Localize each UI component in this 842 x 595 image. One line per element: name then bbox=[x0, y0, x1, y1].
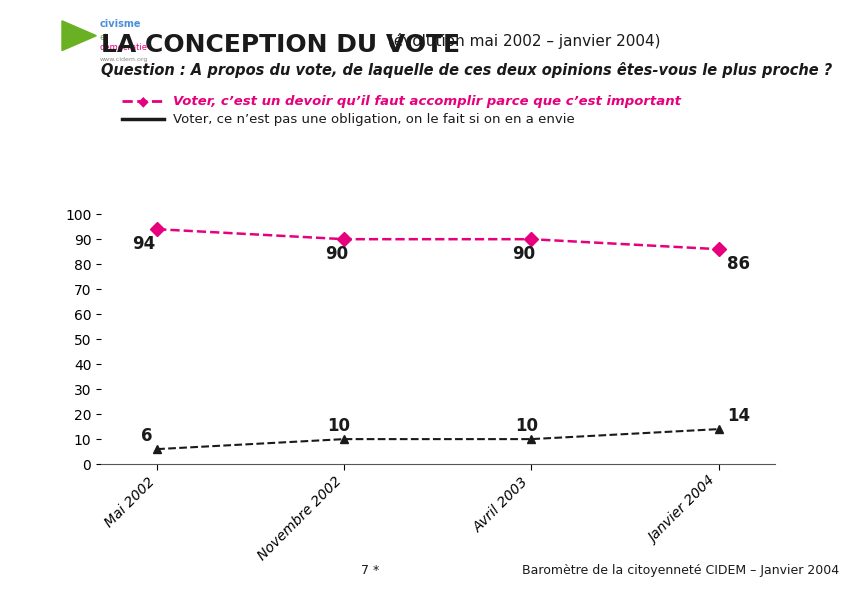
Text: 90: 90 bbox=[512, 245, 535, 262]
Text: et: et bbox=[99, 33, 108, 42]
Text: Voter, ce n’est pas une obligation, on le fait si on en a envie: Voter, ce n’est pas une obligation, on l… bbox=[173, 112, 574, 126]
Text: www.cidem.org: www.cidem.org bbox=[99, 57, 147, 61]
Text: 6: 6 bbox=[141, 427, 152, 445]
Text: 14: 14 bbox=[727, 407, 750, 425]
Text: Voter, c’est un devoir qu’il faut accomplir parce que c’est important: Voter, c’est un devoir qu’il faut accomp… bbox=[173, 95, 680, 108]
Text: démocratie: démocratie bbox=[99, 43, 147, 52]
Text: civisme: civisme bbox=[99, 19, 141, 29]
Text: Baromètre de la citoyenneté CIDEM – Janvier 2004: Baromètre de la citoyenneté CIDEM – Janv… bbox=[522, 564, 839, 577]
Polygon shape bbox=[62, 21, 96, 51]
Text: (évolution mai 2002 – janvier 2004): (évolution mai 2002 – janvier 2004) bbox=[383, 33, 661, 49]
Text: 86: 86 bbox=[727, 255, 750, 273]
Text: 94: 94 bbox=[132, 234, 156, 253]
Text: 10: 10 bbox=[328, 416, 350, 435]
Text: sofres: sofres bbox=[76, 558, 105, 567]
Text: 10: 10 bbox=[514, 416, 538, 435]
Text: 7 *: 7 * bbox=[361, 564, 380, 577]
Text: Question : A propos du vote, de laquelle de ces deux opinions êtes-vous le plus : Question : A propos du vote, de laquelle… bbox=[101, 62, 832, 79]
Text: LA CONCEPTION DU VOTE: LA CONCEPTION DU VOTE bbox=[101, 33, 460, 57]
Text: ◆: ◆ bbox=[138, 94, 148, 108]
Text: tns: tns bbox=[48, 555, 72, 569]
Text: 90: 90 bbox=[325, 245, 348, 262]
